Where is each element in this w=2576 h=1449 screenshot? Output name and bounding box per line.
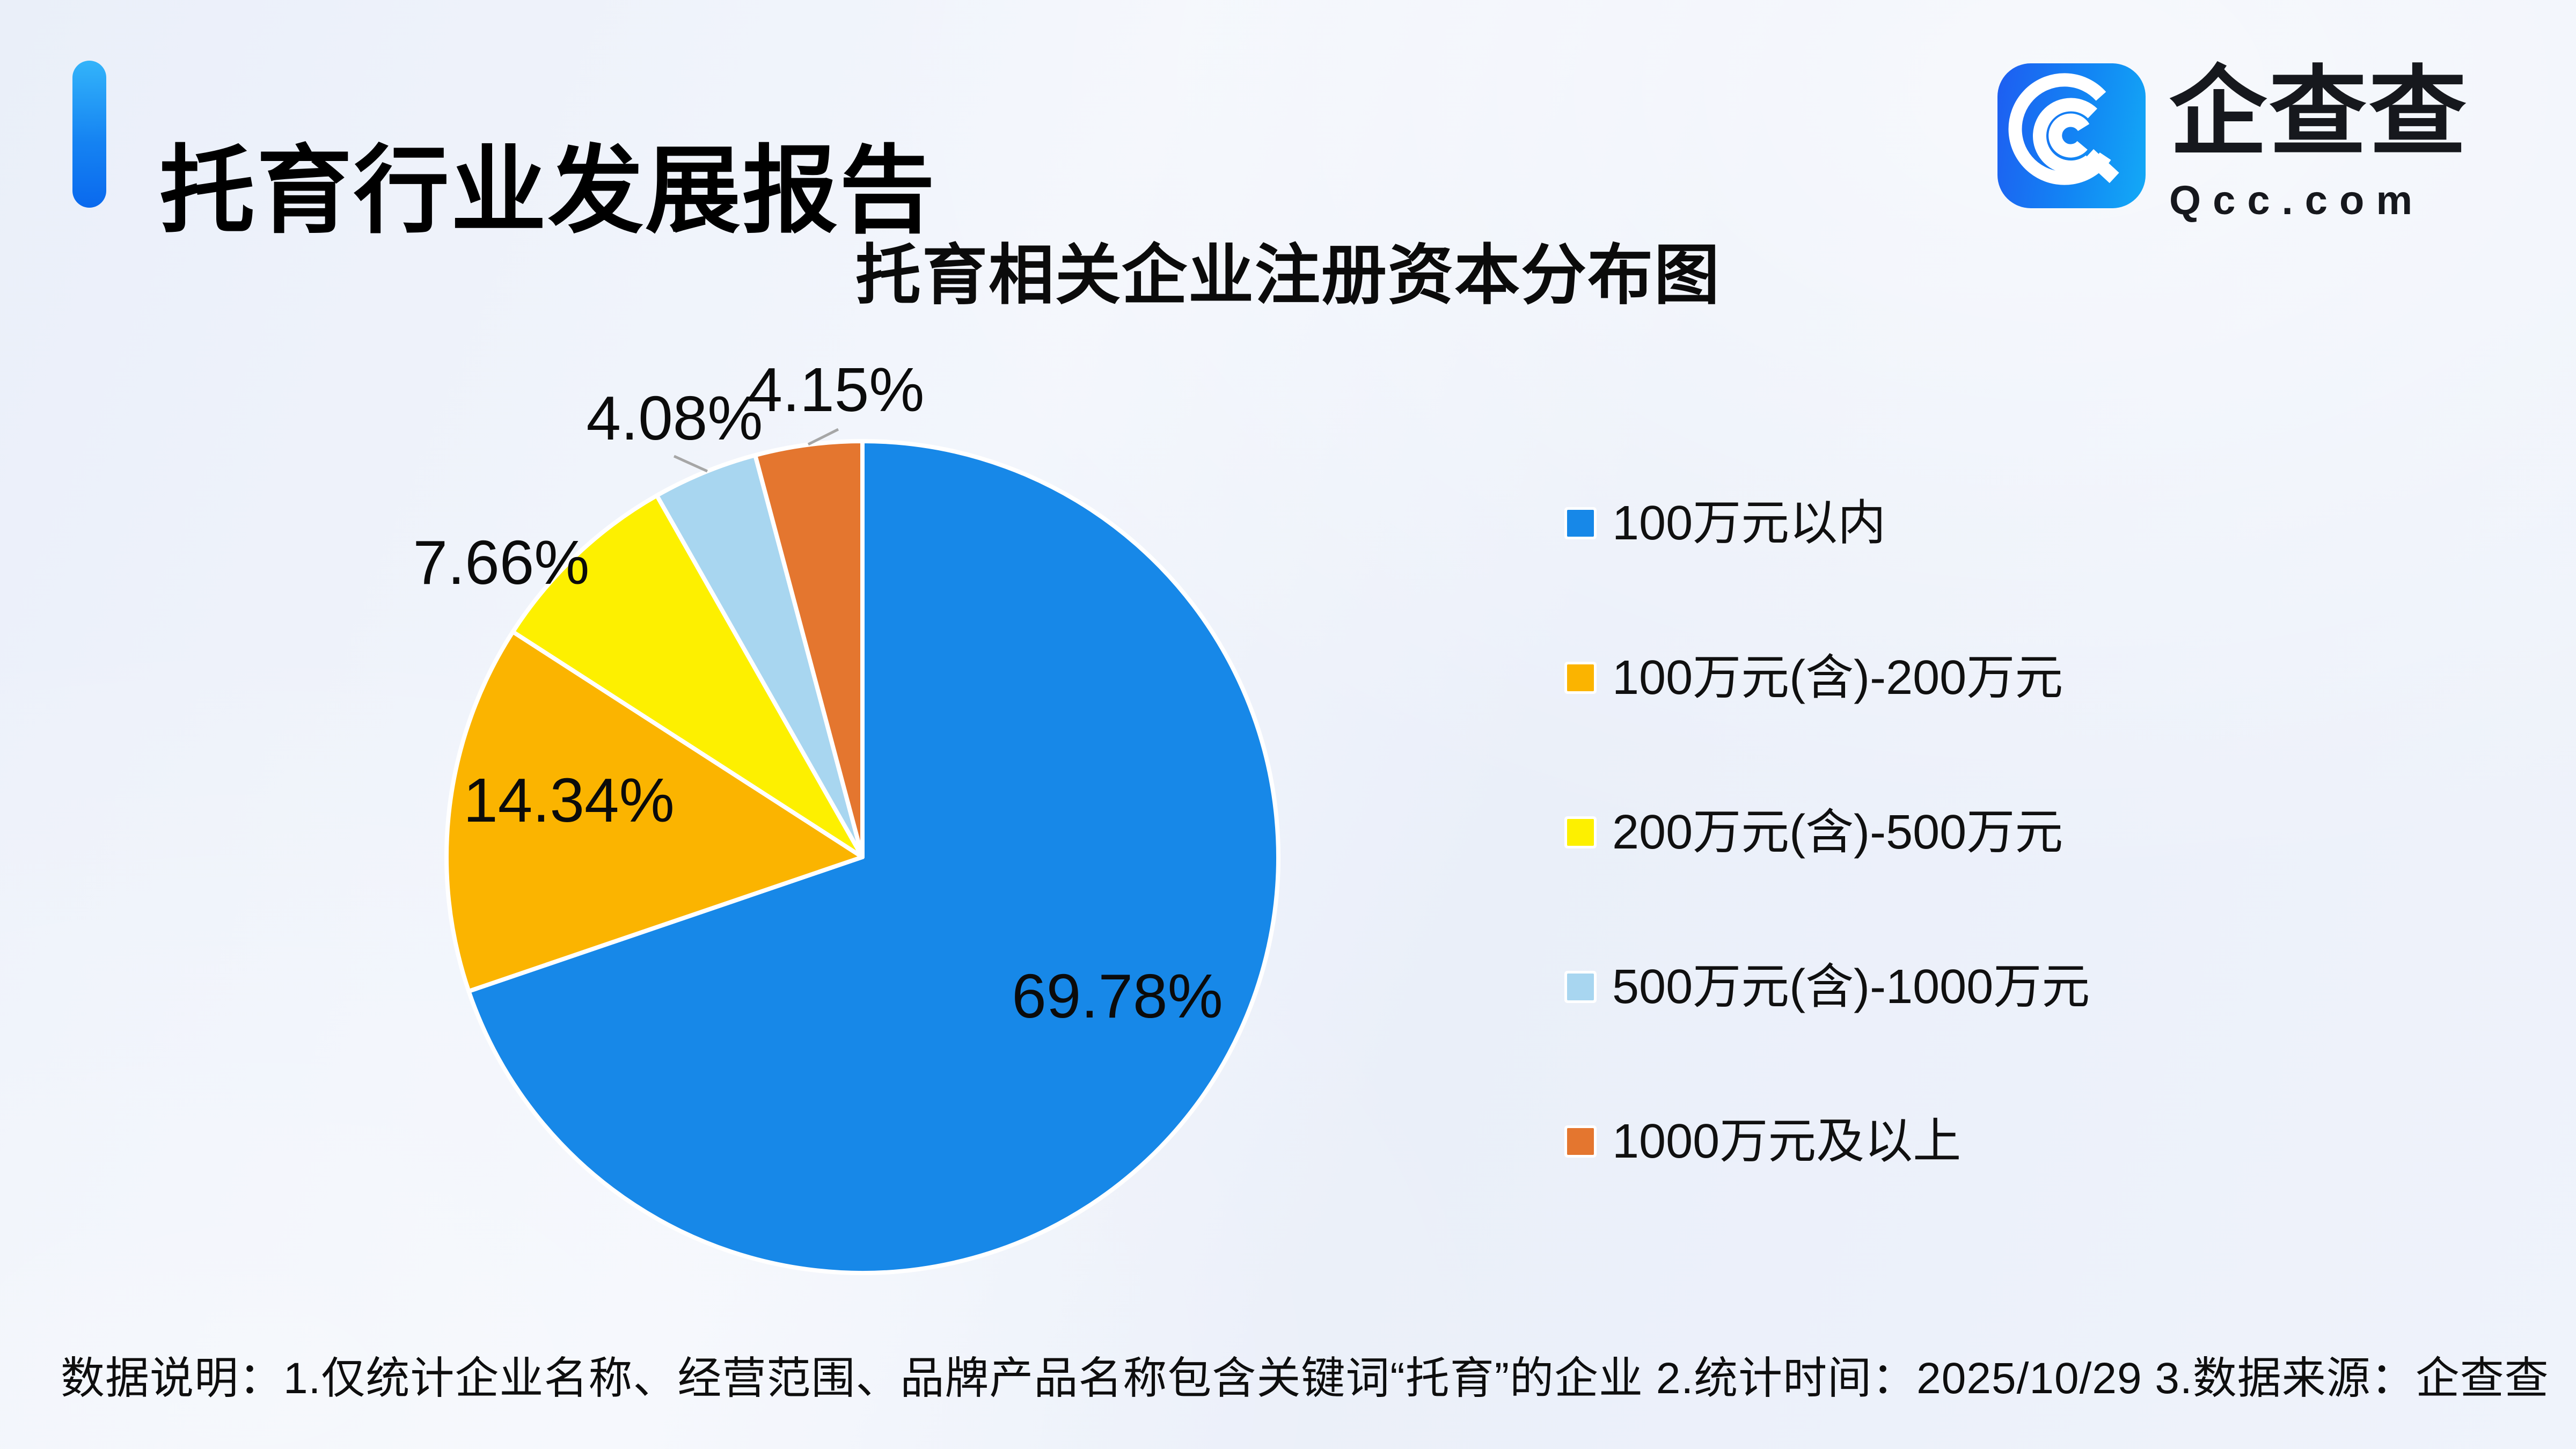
title-accent-bar — [72, 61, 106, 208]
legend-swatch-1 — [1567, 664, 1594, 691]
qcc-logo: 企查查 Qcc.com — [1997, 63, 2469, 221]
legend-label-1: 100万元(含)-200万元 — [1612, 651, 2063, 705]
pie-label-2: 7.66% — [413, 528, 590, 597]
legend-label-2: 200万元(含)-500万元 — [1612, 806, 2063, 859]
qcc-logo-icon — [1997, 63, 2146, 208]
legend-item-4: 1000万元及以上 — [1567, 1117, 2090, 1166]
legend-swatch-0 — [1567, 510, 1594, 537]
legend-swatch-2 — [1567, 819, 1594, 846]
brand-text: 企查查 Qcc.com — [2169, 63, 2469, 221]
logo-middle-arc — [2033, 98, 2097, 174]
page-title: 托育行业发展报告 — [159, 137, 936, 245]
pie-label-1: 14.34% — [463, 765, 674, 835]
legend-item-1: 100万元(含)-200万元 — [1567, 654, 2090, 702]
brand-name: 企查查 — [2169, 57, 2469, 167]
pie-slice-0 — [466, 439, 1280, 1275]
legend-label-0: 100万元以内 — [1612, 496, 1886, 550]
legend-label-3: 500万元(含)-1000万元 — [1612, 960, 2090, 1014]
logo-inner-arc — [2048, 113, 2090, 158]
pie-leader-line-4 — [807, 428, 839, 446]
legend-swatch-4 — [1567, 1128, 1594, 1155]
pie-label-3: 4.08% — [587, 383, 763, 453]
chart-title: 托育相关企业注册资本分布图 — [855, 239, 1721, 312]
pie-slice-4 — [753, 439, 865, 859]
legend-item-0: 100万元以内 — [1567, 499, 2090, 547]
legend-item-2: 200万元(含)-500万元 — [1567, 808, 2090, 857]
pie-slice-1 — [444, 630, 865, 993]
legend-item-3: 500万元(含)-1000万元 — [1567, 963, 2090, 1011]
data-note: 数据说明：1.仅统计企业名称、经营范围、品牌产品名称包含关键词“托育”的企业 2… — [61, 1354, 2549, 1403]
legend-swatch-3 — [1567, 974, 1594, 1000]
chart-legend: 100万元以内 100万元(含)-200万元 200万元(含)-500万元 500万元… — [1567, 499, 2090, 1283]
pie-leader-line-3 — [673, 455, 708, 473]
pie-label-4: 4.15% — [748, 355, 925, 425]
pie-label-0: 69.78% — [1012, 961, 1223, 1031]
brand-domain: Qcc.com — [2169, 178, 2425, 223]
legend-label-4: 1000万元及以上 — [1612, 1115, 1962, 1168]
logo-q-tail — [2084, 149, 2119, 184]
logo-outer-arc — [2008, 73, 2111, 185]
pie-slice-2 — [510, 493, 865, 859]
